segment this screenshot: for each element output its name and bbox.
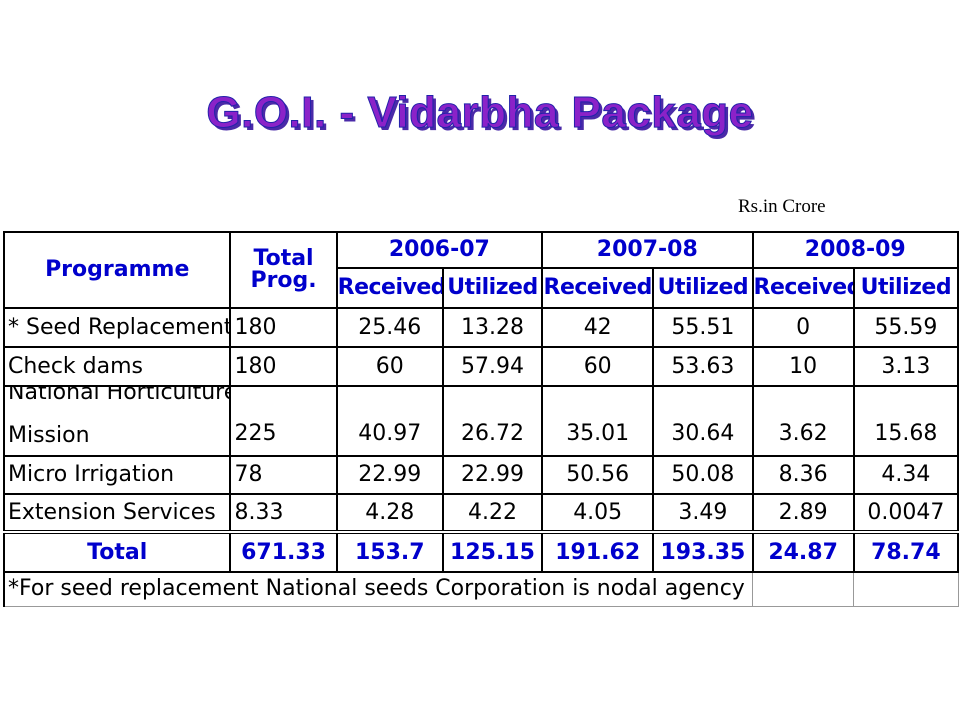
total-utilized-2008-09: 78.74	[852, 530, 960, 573]
utilized-2008-09: 55.59	[852, 307, 960, 348]
received-2008-09: 0	[751, 307, 855, 348]
empty-cell	[752, 571, 855, 607]
programme-name: Check dams	[2, 346, 232, 387]
header-total-line2: Prog.	[250, 268, 317, 293]
header-year-3: 2008-09	[751, 231, 960, 269]
programme-name: * Seed Replacement	[2, 307, 232, 348]
header-utilized-1: Utilized	[441, 267, 544, 309]
utilized-2006-07: 26.72	[441, 385, 544, 457]
received-2008-09: 3.62	[751, 385, 855, 457]
utilized-2007-08: 55.51	[652, 307, 754, 348]
header-year-2: 2007-08	[541, 231, 754, 269]
received-2007-08: 42	[541, 307, 655, 348]
programme-name-line2: Mission	[8, 423, 90, 448]
received-2008-09: 2.89	[751, 493, 855, 533]
page-title: G.O.I. - Vidarbha Package	[206, 88, 754, 138]
total-received-2008-09: 24.87	[751, 530, 855, 573]
header-total-prog: Total Prog.	[229, 231, 338, 309]
total-prog-sum: 671.33	[229, 530, 338, 573]
header-received-3: Received	[751, 267, 855, 309]
received-2007-08: 35.01	[541, 385, 655, 457]
total-utilized-2007-08: 193.35	[652, 530, 754, 573]
total-prog-value: 225	[229, 385, 338, 457]
empty-cell	[853, 571, 959, 607]
utilized-2007-08: 30.64	[652, 385, 754, 457]
programme-name-line1: National Horticulture	[8, 386, 231, 405]
table-row: Micro Irrigation 78 22.99 22.99 50.56 50…	[2, 455, 960, 495]
table-row: National Horticulture Mission 225 40.97 …	[2, 385, 960, 457]
total-label: Total	[2, 530, 232, 573]
utilized-2007-08: 53.63	[652, 346, 754, 387]
received-2008-09: 8.36	[751, 455, 855, 495]
received-2006-07: 40.97	[335, 385, 444, 457]
header-row-sub: Received Utilized Received Utilized Rece…	[4, 267, 960, 309]
received-2006-07: 4.28	[335, 493, 444, 533]
vidarbha-package-table: Programme Total Prog. 2006-07 2007-08 20…	[2, 231, 960, 607]
table-row: Check dams 180 60 57.94 60 53.63 10 3.13	[2, 346, 960, 387]
total-prog-value: 78	[229, 455, 338, 495]
header-utilized-3: Utilized	[852, 267, 960, 309]
utilized-2008-09: 3.13	[852, 346, 960, 387]
total-prog-value: 8.33	[229, 493, 338, 533]
programme-name: Extension Services	[2, 493, 232, 533]
header-utilized-2: Utilized	[652, 267, 754, 309]
header-received-1: Received	[335, 267, 444, 309]
utilized-2006-07: 22.99	[441, 455, 544, 495]
header-total-line1: Total	[253, 246, 314, 271]
received-2007-08: 60	[541, 346, 655, 387]
received-2007-08: 4.05	[541, 493, 655, 533]
received-2006-07: 22.99	[335, 455, 444, 495]
total-prog-value: 180	[229, 346, 338, 387]
table-row: Extension Services 8.33 4.28 4.22 4.05 3…	[2, 493, 960, 533]
header-programme: Programme	[2, 231, 232, 309]
footnote: *For seed replacement National seeds Cor…	[3, 571, 754, 607]
header-year-1: 2006-07	[335, 231, 544, 269]
utilized-2008-09: 0.0047	[852, 493, 960, 533]
total-utilized-2006-07: 125.15	[441, 530, 544, 573]
utilized-2006-07: 4.22	[441, 493, 544, 533]
utilized-2006-07: 57.94	[441, 346, 544, 387]
total-prog-value: 180	[229, 307, 338, 348]
programme-name: Micro Irrigation	[2, 455, 232, 495]
utilized-2007-08: 50.08	[652, 455, 754, 495]
utilized-2008-09: 15.68	[852, 385, 960, 457]
total-received-2006-07: 153.7	[335, 530, 444, 573]
utilized-2007-08: 3.49	[652, 493, 754, 533]
table-row: * Seed Replacement 180 25.46 13.28 42 55…	[2, 307, 960, 348]
utilized-2006-07: 13.28	[441, 307, 544, 348]
received-2006-07: 25.46	[335, 307, 444, 348]
header-received-2: Received	[541, 267, 655, 309]
received-2007-08: 50.56	[541, 455, 655, 495]
total-row: Total 671.33 153.7 125.15 191.62 193.35 …	[2, 530, 960, 573]
received-2008-09: 10	[751, 346, 855, 387]
programme-name: National Horticulture Mission	[2, 385, 232, 457]
header-row-years: Programme Total Prog. 2006-07 2007-08 20…	[2, 231, 960, 309]
unit-label: Rs.in Crore	[738, 196, 826, 217]
received-2006-07: 60	[335, 346, 444, 387]
total-received-2007-08: 191.62	[541, 530, 655, 573]
utilized-2008-09: 4.34	[852, 455, 960, 495]
footnote-row: *For seed replacement National seeds Cor…	[3, 571, 959, 607]
